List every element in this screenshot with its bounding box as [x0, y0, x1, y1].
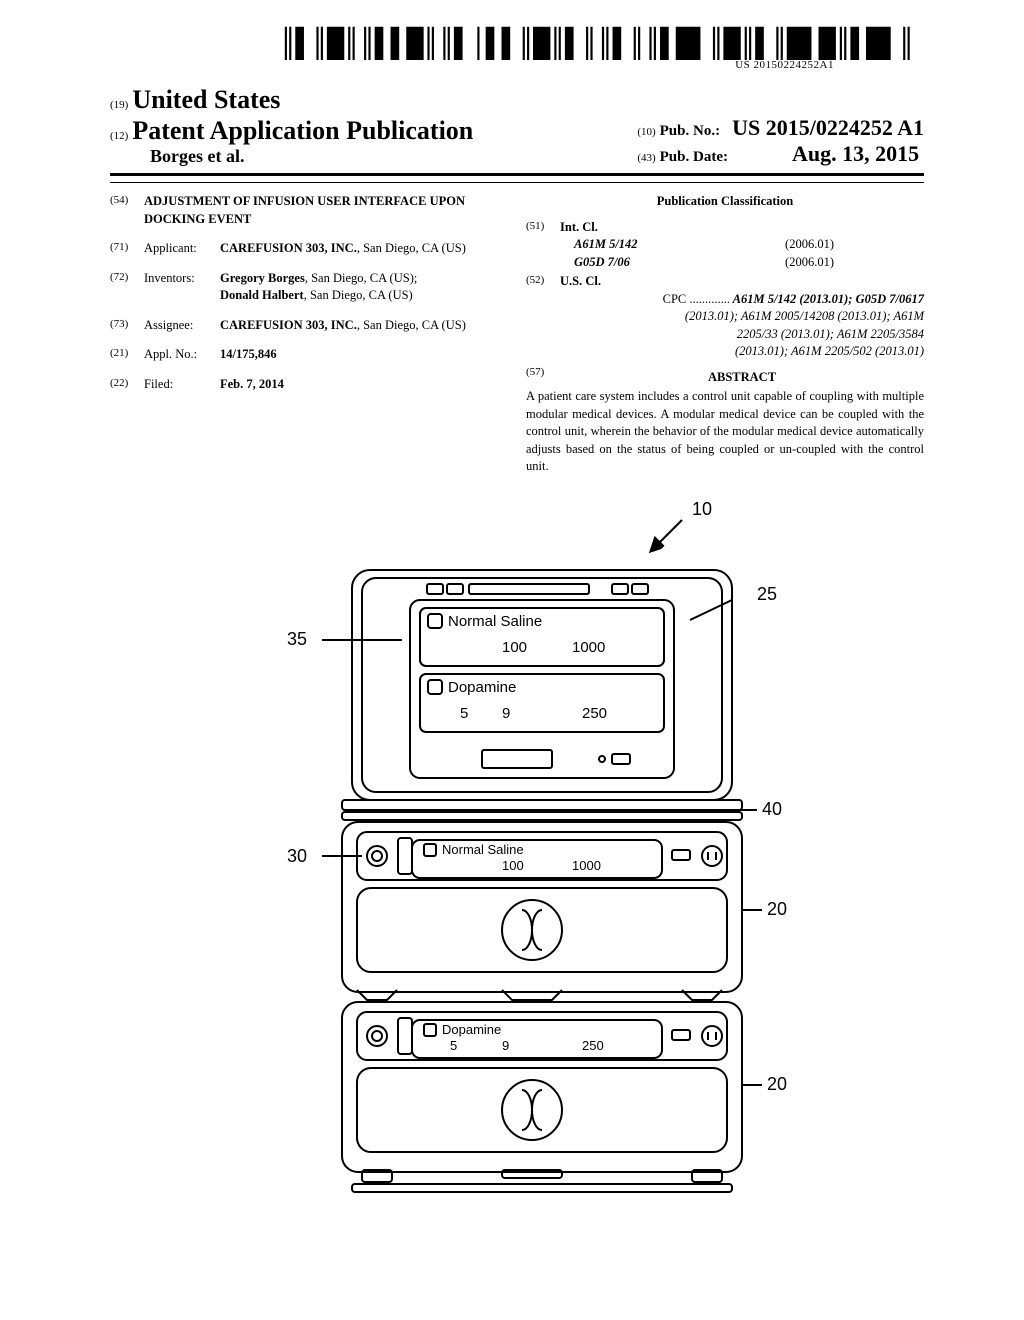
- filed-label: Filed:: [144, 376, 220, 394]
- ref-25: 25: [757, 584, 777, 604]
- fig-m2-v3: 250: [582, 1038, 604, 1053]
- title-code: (54): [110, 193, 144, 228]
- abstract-heading: ABSTRACT: [560, 369, 924, 387]
- abstract-text: A patient care system includes a control…: [526, 388, 924, 476]
- intcl-item-0: A61M 5/142 (2006.01): [560, 236, 924, 254]
- intcl-item-1: G05D 7/06 (2006.01): [560, 254, 924, 272]
- uscl-code: (52): [526, 273, 560, 361]
- cpc-line4: (2013.01); A61M 2205/502 (2013.01): [735, 344, 924, 358]
- pubdate-value: Aug. 13, 2015: [792, 141, 919, 166]
- filed-date: Feb. 7, 2014: [220, 376, 508, 394]
- intcl-code: (51): [526, 219, 560, 272]
- appl-code: (21): [110, 346, 144, 364]
- intcl-item-1-code: G05D 7/06: [574, 254, 630, 272]
- fig-s1-d2v1: 5: [460, 705, 468, 722]
- cpc-line2: (2013.01); A61M 2005/14208 (2013.01); A6…: [685, 309, 924, 323]
- fig-s1-d1v1: 100: [502, 639, 527, 656]
- inventor2-name: Donald Halbert: [220, 288, 304, 302]
- assignee-code: (73): [110, 317, 144, 335]
- assignee-label: Assignee:: [144, 317, 220, 335]
- fig-screen1-drug1: Normal Saline: [448, 613, 542, 630]
- authors: Borges et al.: [150, 146, 473, 167]
- inventor1-loc: , San Diego, CA (US);: [305, 271, 418, 285]
- fig-m1-v2: 1000: [572, 858, 601, 873]
- ref-35: 35: [287, 629, 307, 649]
- cpc-line1: A61M 5/142 (2013.01); G05D 7/0617: [730, 292, 924, 306]
- classif-heading: Publication Classification: [526, 193, 924, 211]
- cpc-prefix: CPC .............: [663, 292, 730, 306]
- inventor1-name: Gregory Borges: [220, 271, 305, 285]
- cpc-line3: 2205/33 (2013.01); A61M 2205/3584: [737, 327, 924, 341]
- country-code: (19): [110, 99, 128, 111]
- pub-type-code: (12): [110, 130, 128, 142]
- uscl-label: U.S. Cl.: [560, 273, 924, 291]
- barcode-block: ║▌║█║║▌▌█║║▌│▌▌║█║▌║║▌║║▌█▌║█║▌║█▌█║▌█▌║…: [280, 30, 914, 71]
- ref-20-b: 20: [767, 1074, 787, 1094]
- inventors-label: Inventors:: [144, 270, 220, 305]
- appl-label: Appl. No.:: [144, 346, 220, 364]
- fig-m2-v1: 5: [450, 1038, 457, 1053]
- country: United States: [132, 85, 280, 114]
- intcl-item-1-year: (2006.01): [785, 254, 924, 272]
- fig-m2-drug: Dopamine: [442, 1022, 501, 1037]
- applicant-code: (71): [110, 240, 144, 258]
- fig-s1-d1v2: 1000: [572, 639, 605, 656]
- applicant-label: Applicant:: [144, 240, 220, 258]
- barcode-number: US 20150224252A1: [280, 59, 914, 71]
- filed-code: (22): [110, 376, 144, 394]
- intcl-label: Int. Cl.: [560, 219, 924, 237]
- header: (19) United States (12) Patent Applicati…: [110, 85, 924, 167]
- applicant-name: CAREFUSION 303, INC.: [220, 241, 357, 255]
- applicant-loc: , San Diego, CA (US): [357, 241, 466, 255]
- fig-screen1-drug2: Dopamine: [448, 679, 516, 696]
- invention-title: ADJUSTMENT OF INFUSION USER INTERFACE UP…: [144, 193, 508, 228]
- biblio-left: (54) ADJUSTMENT OF INFUSION USER INTERFA…: [110, 193, 508, 476]
- pubno-code: (10): [637, 126, 655, 138]
- pub-type: Patent Application Publication: [132, 116, 473, 145]
- biblio-right: Publication Classification (51) Int. Cl.…: [526, 193, 924, 476]
- fig-s1-d2v3: 250: [582, 705, 607, 722]
- pubno-value: US 2015/0224252 A1: [732, 115, 924, 140]
- assignee-name: CAREFUSION 303, INC.: [220, 318, 357, 332]
- inventors-code: (72): [110, 270, 144, 305]
- intcl-item-0-year: (2006.01): [785, 236, 924, 254]
- patent-page: ║▌║█║║▌▌█║║▌│▌▌║█║▌║║▌║║▌█▌║█║▌║█▌█║▌█▌║…: [0, 0, 1024, 1320]
- patent-figure: 10: [0, 490, 1024, 1215]
- intcl-item-0-code: A61M 5/142: [574, 236, 638, 254]
- fig-m1-drug: Normal Saline: [442, 842, 524, 857]
- biblio: (54) ADJUSTMENT OF INFUSION USER INTERFA…: [110, 193, 924, 476]
- abstract-code: (57): [526, 365, 560, 387]
- rule-thick: [110, 173, 924, 176]
- inventor2-loc: , San Diego, CA (US): [304, 288, 413, 302]
- fig-s1-d2v2: 9: [502, 705, 510, 722]
- ref-30: 30: [287, 846, 307, 866]
- ref-10: 10: [692, 499, 712, 519]
- ref-20-a: 20: [767, 899, 787, 919]
- rule-thin: [110, 182, 924, 183]
- pubdate-label: Pub. Date:: [660, 149, 728, 165]
- fig-m2-v2: 9: [502, 1038, 509, 1053]
- pubdate-code: (43): [637, 152, 655, 164]
- fig-m1-v1: 100: [502, 858, 524, 873]
- ref-40: 40: [762, 799, 782, 819]
- pubno-label: Pub. No.:: [660, 123, 720, 139]
- assignee-loc: , San Diego, CA (US): [357, 318, 466, 332]
- appl-no: 14/175,846: [220, 346, 508, 364]
- barcode-icon: ║▌║█║║▌▌█║║▌│▌▌║█║▌║║▌║║▌█▌║█║▌║█▌█║▌█▌║: [280, 30, 914, 58]
